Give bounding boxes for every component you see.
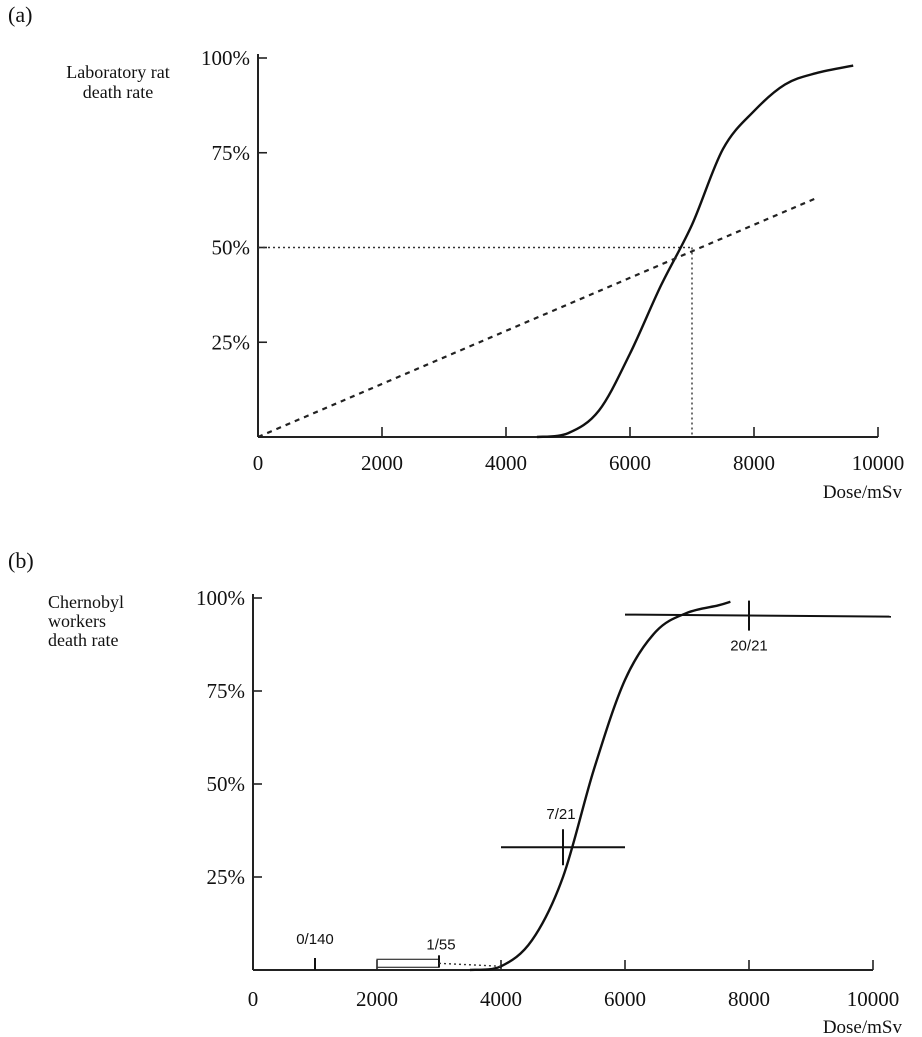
x-tick-label: 0	[253, 451, 264, 475]
y-tick-label: 75%	[212, 141, 251, 165]
x-tick-label: 8000	[733, 451, 775, 475]
y-axis-title-line: death rate	[83, 82, 153, 102]
dose-response-curve	[469, 600, 731, 972]
x-axis-title: Dose/mSv	[823, 1017, 903, 1037]
linear-model-line	[257, 197, 817, 439]
x-tick-label: 10000	[847, 987, 900, 1011]
y-axis-title-line: Laboratory rat	[66, 62, 169, 82]
dose-response-curve	[536, 64, 854, 439]
y-axis-title-line: Chernobyl	[48, 592, 124, 612]
data-label: 0/140	[296, 931, 334, 948]
x-tick-label: 6000	[609, 451, 651, 475]
dose-range-bar	[624, 613, 892, 618]
x-tick-label: 2000	[361, 451, 403, 475]
y-tick-label: 50%	[207, 772, 246, 796]
y-axis-title-line: workers	[48, 611, 106, 631]
x-tick-label: 8000	[728, 987, 770, 1011]
data-label: 7/21	[546, 806, 575, 823]
x-tick-label: 0	[248, 987, 259, 1011]
dose-range-box	[376, 958, 440, 968]
y-tick-label: 25%	[212, 330, 251, 354]
y-axis-title-line: death rate	[48, 630, 118, 650]
x-tick-label: 10000	[852, 451, 905, 475]
y-tick-label: 75%	[207, 679, 246, 703]
x-tick-label: 6000	[604, 987, 646, 1011]
x-tick-label: 2000	[356, 987, 398, 1011]
y-tick-label: 50%	[212, 236, 251, 260]
y-tick-label: 100%	[196, 586, 245, 610]
x-tick-label: 4000	[480, 987, 522, 1011]
data-label: 1/55	[426, 936, 455, 953]
panel-label: (b)	[8, 548, 34, 573]
dose-range-line	[438, 962, 502, 968]
y-tick-label: 25%	[207, 865, 246, 889]
data-label: 20/21	[730, 638, 768, 655]
x-axis-title: Dose/mSv	[823, 482, 903, 503]
y-tick-label: 100%	[201, 46, 250, 70]
x-tick-label: 4000	[485, 451, 527, 475]
panel-label: (a)	[8, 2, 32, 27]
